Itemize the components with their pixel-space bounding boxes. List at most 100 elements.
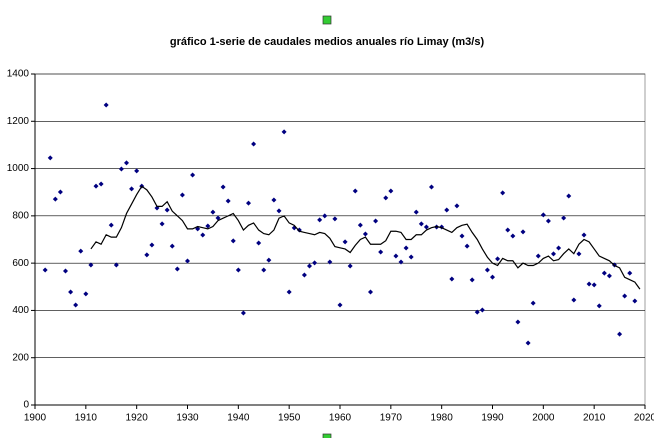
point	[540, 212, 546, 218]
y-tick-label: 400	[12, 305, 29, 316]
point	[490, 274, 495, 280]
point	[606, 273, 612, 279]
point	[108, 222, 114, 228]
y-tick-label: 1400	[7, 69, 30, 80]
point	[393, 253, 399, 259]
point	[78, 248, 84, 254]
point	[337, 302, 343, 308]
point	[383, 195, 389, 201]
point	[464, 243, 470, 249]
point	[52, 196, 58, 202]
y-tick-label: 1000	[7, 163, 30, 174]
x-tick-label: 1950	[278, 413, 301, 424]
point	[484, 267, 490, 273]
point	[632, 298, 638, 304]
point	[57, 189, 63, 195]
point	[129, 186, 135, 192]
point	[413, 209, 419, 215]
point	[342, 239, 348, 245]
point	[566, 193, 572, 199]
point	[408, 254, 414, 260]
plot-area	[34, 73, 646, 406]
point	[134, 168, 140, 174]
x-tick-label: 2020	[634, 413, 654, 424]
point	[63, 268, 68, 274]
y-tick-label: 0	[23, 400, 29, 411]
point	[388, 188, 394, 194]
point	[520, 229, 526, 235]
point	[469, 277, 475, 283]
point	[240, 310, 246, 316]
point	[190, 172, 196, 178]
point	[220, 184, 226, 190]
point	[596, 303, 602, 309]
point	[601, 270, 607, 276]
x-tick-label: 1930	[176, 413, 199, 424]
point	[378, 249, 384, 255]
point	[403, 245, 409, 251]
point	[627, 270, 633, 276]
point	[429, 184, 434, 190]
point	[535, 253, 541, 259]
point	[317, 217, 323, 223]
point	[423, 224, 429, 230]
y-tick-label: 600	[12, 258, 29, 269]
point	[200, 232, 206, 238]
point	[561, 215, 567, 221]
x-tick-label: 1900	[24, 413, 47, 424]
x-tick-label: 1960	[329, 413, 352, 424]
point	[479, 307, 485, 313]
point	[373, 218, 379, 224]
legend-icon	[322, 15, 332, 25]
point	[622, 293, 628, 299]
point	[398, 259, 404, 265]
x-tick-label: 1920	[126, 413, 149, 424]
point	[42, 267, 48, 273]
point	[444, 207, 450, 213]
point	[586, 281, 592, 287]
point	[322, 213, 328, 219]
point	[286, 289, 292, 295]
point	[591, 282, 597, 288]
point	[357, 222, 363, 228]
point	[68, 289, 74, 295]
x-tick-label: 2000	[532, 413, 555, 424]
point	[98, 181, 104, 187]
point	[83, 291, 89, 297]
point	[47, 155, 53, 161]
chart-title: gráfico 1-serie de caudales medios anual…	[170, 36, 485, 48]
point	[251, 141, 257, 147]
point	[495, 256, 501, 262]
x-tick-label: 1980	[431, 413, 454, 424]
point	[88, 262, 94, 268]
point	[418, 221, 424, 227]
point	[327, 259, 333, 265]
point	[266, 257, 272, 263]
point	[271, 197, 277, 203]
point	[474, 309, 480, 315]
point	[205, 223, 211, 229]
point	[332, 216, 338, 222]
point	[149, 242, 155, 248]
point	[530, 300, 536, 306]
moving-average-line	[90, 185, 641, 290]
legend-icon	[322, 433, 332, 438]
point	[230, 238, 236, 244]
point	[174, 266, 180, 272]
point	[159, 221, 165, 227]
point	[525, 340, 531, 346]
point	[500, 190, 506, 196]
point	[362, 231, 368, 237]
point	[449, 276, 455, 282]
point	[210, 209, 216, 215]
point	[246, 200, 251, 206]
point	[185, 258, 190, 264]
point	[235, 267, 241, 273]
point	[93, 183, 99, 189]
point	[545, 218, 551, 224]
point	[368, 289, 373, 295]
y-tick-label: 200	[12, 352, 29, 363]
point	[515, 319, 521, 325]
point	[617, 331, 623, 337]
